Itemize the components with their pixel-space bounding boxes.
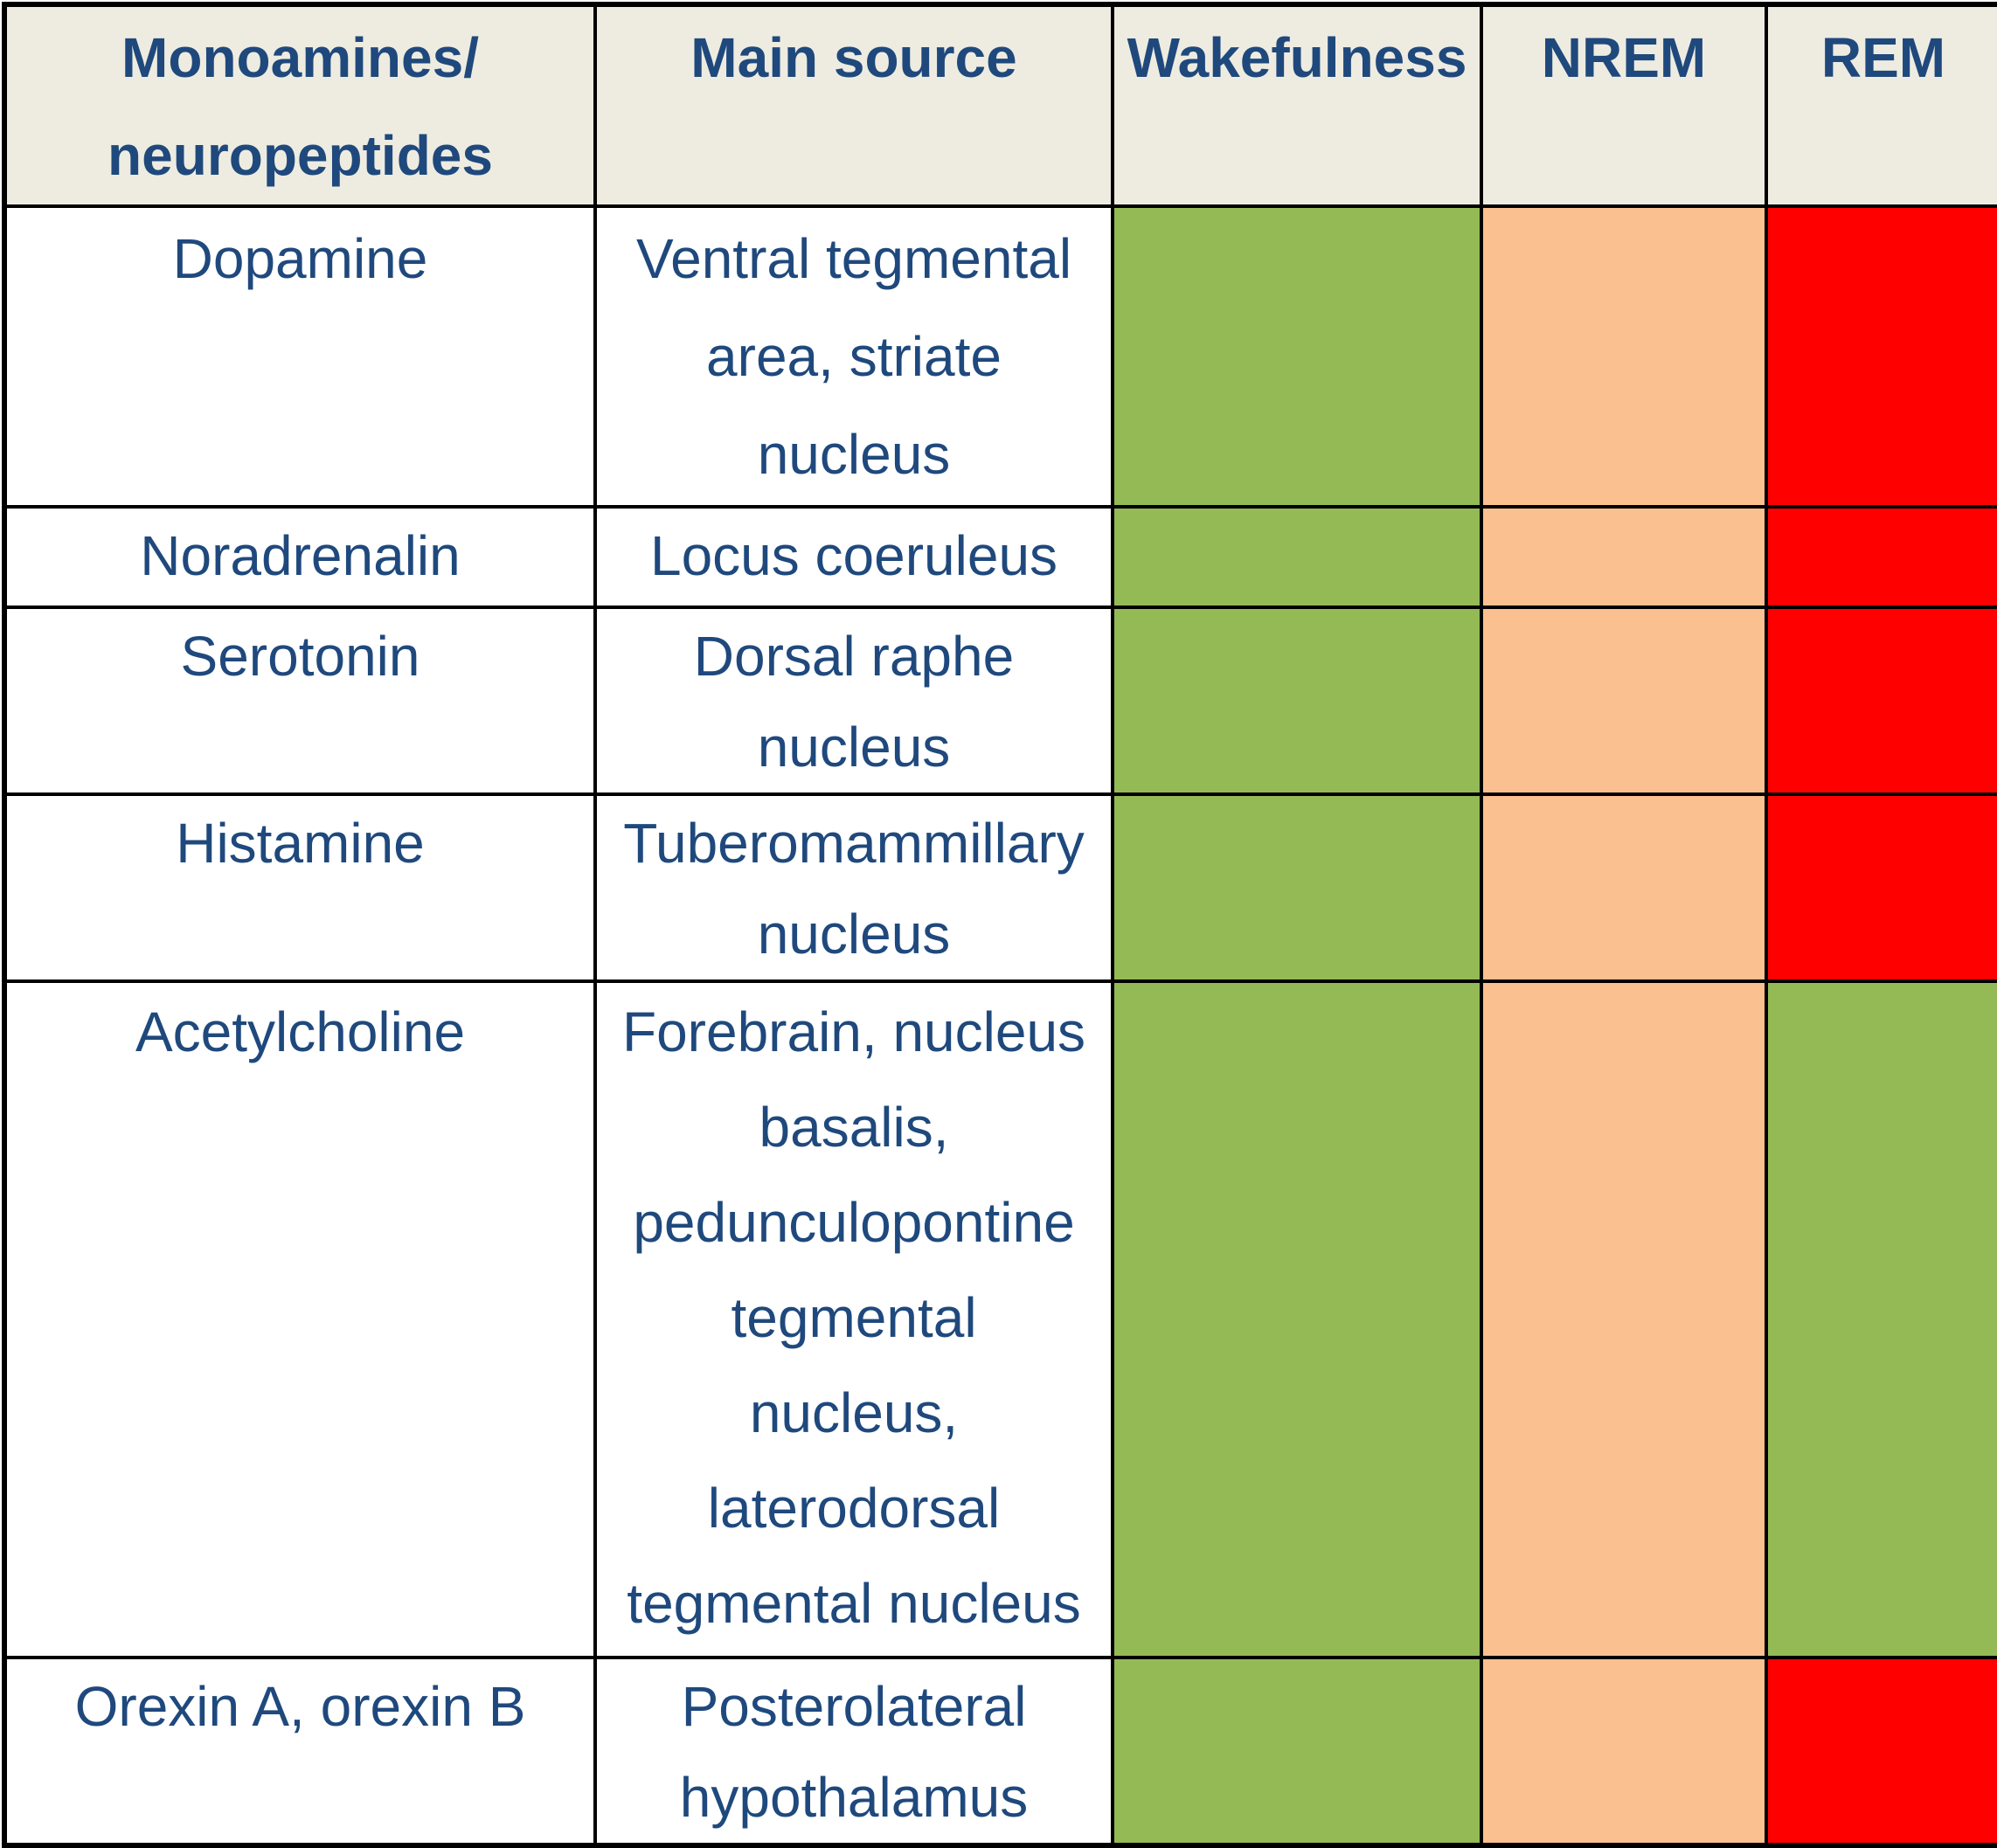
- stage-cell-nrem: [1480, 1656, 1768, 1847]
- stage-cell-rem: [1765, 606, 1997, 796]
- cell-main-source: Tuberomammillary nucleus: [593, 792, 1114, 983]
- cell-neurotransmitter-name: Dopamine: [3, 204, 597, 509]
- cell-main-source: Posterolateral hypothalamus: [593, 1656, 1114, 1847]
- stage-cell-nrem: [1480, 606, 1768, 796]
- table-row-noradrenalin: Noradrenalin Locus coeruleus: [3, 505, 1997, 609]
- header-cell-rem: REM: [1765, 3, 1997, 208]
- header-cell-main-source: Main source: [593, 3, 1114, 208]
- cell-neurotransmitter-name: Serotonin: [3, 606, 597, 796]
- header-cell-monoamines: Monoamines/ neuropeptides: [3, 3, 597, 208]
- table-row-serotonin: Serotonin Dorsal raphe nucleus: [3, 606, 1997, 796]
- header-cell-nrem: NREM: [1480, 3, 1768, 208]
- stage-cell-rem: [1765, 204, 1997, 509]
- stage-cell-nrem: [1480, 792, 1768, 983]
- header-cell-wakefulness: Wakefulness: [1111, 3, 1483, 208]
- stage-cell-wakefulness: [1111, 505, 1483, 609]
- stage-cell-rem: [1765, 505, 1997, 609]
- cell-main-source: Dorsal raphe nucleus: [593, 606, 1114, 796]
- table-row-acetylcholine: Acetylcholine Forebrain, nucleus basalis…: [3, 979, 1997, 1659]
- stage-cell-nrem: [1480, 979, 1768, 1659]
- cell-neurotransmitter-name: Histamine: [3, 792, 597, 983]
- stage-cell-wakefulness: [1111, 606, 1483, 796]
- table-row-dopamine: Dopamine Ventral tegmental area, striate…: [3, 204, 1997, 509]
- cell-main-source: Ventral tegmental area, striate nucleus: [593, 204, 1114, 509]
- header-row: Monoamines/ neuropeptides Main source Wa…: [3, 3, 1997, 208]
- cell-main-source: Locus coeruleus: [593, 505, 1114, 609]
- cell-neurotransmitter-name: Orexin A, orexin B: [3, 1656, 597, 1847]
- stage-cell-rem: [1765, 792, 1997, 983]
- stage-cell-wakefulness: [1111, 792, 1483, 983]
- stage-cell-wakefulness: [1111, 1656, 1483, 1847]
- stage-cell-wakefulness: [1111, 204, 1483, 509]
- cell-neurotransmitter-name: Noradrenalin: [3, 505, 597, 609]
- stage-cell-nrem: [1480, 505, 1768, 609]
- cell-main-source: Forebrain, nucleus basalis, pedunculopon…: [593, 979, 1114, 1659]
- cell-neurotransmitter-name: Acetylcholine: [3, 979, 597, 1659]
- table-row-histamine: Histamine Tuberomammillary nucleus: [3, 792, 1997, 983]
- stage-cell-rem: [1765, 979, 1997, 1659]
- stage-cell-rem: [1765, 1656, 1997, 1847]
- stage-cell-wakefulness: [1111, 979, 1483, 1659]
- stage-cell-nrem: [1480, 204, 1768, 509]
- table-row-orexin: Orexin A, orexin B Posterolateral hypoth…: [3, 1656, 1997, 1847]
